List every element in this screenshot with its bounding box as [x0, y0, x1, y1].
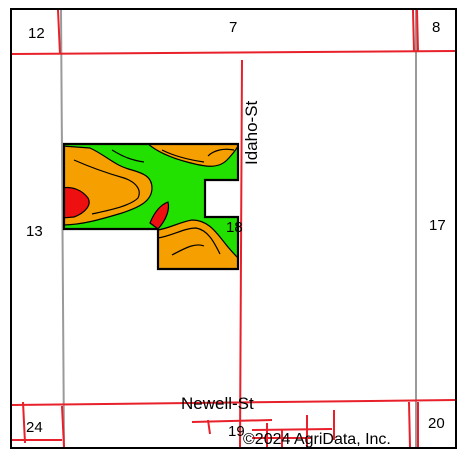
road-sw-a — [22, 401, 26, 444]
section-line-west — [60, 10, 65, 447]
road-s-left-tick — [207, 419, 211, 435]
field-boundary — [62, 142, 240, 271]
soil-zone-red-mid — [149, 201, 170, 230]
section-label-7: 7 — [229, 19, 237, 36]
soil-field — [62, 142, 240, 271]
section-label-18: 18 — [226, 219, 243, 236]
section-label-13: 13 — [26, 223, 43, 240]
section-label-8: 8 — [432, 19, 440, 36]
section-label-19: 19 — [228, 423, 245, 440]
section-label-20: 20 — [428, 415, 445, 432]
map-frame: 12 7 8 13 18 17 24 19 20 Idaho-St Newell… — [10, 8, 457, 449]
road-north — [12, 50, 455, 55]
street-label-idaho-st: Idaho-St — [242, 100, 261, 165]
road-se-a — [408, 401, 411, 447]
soil-contours — [73, 148, 235, 256]
section-label-24: 24 — [26, 419, 43, 436]
road-network — [12, 10, 455, 447]
road-idaho-st — [239, 59, 243, 447]
section-label-17: 17 — [429, 217, 446, 234]
road-s-spur-1 — [191, 419, 273, 423]
road-west-north — [57, 10, 61, 55]
soil-zone-orange-north — [145, 144, 238, 167]
copyright-text: ©2024 AgriData, Inc. — [243, 431, 391, 447]
soil-zone-red-west — [64, 186, 90, 219]
section-label-12: 12 — [28, 25, 45, 42]
road-sw-b — [61, 405, 65, 447]
street-label-newell-st: Newell-St — [181, 394, 254, 413]
map-canvas: 12 7 8 13 18 17 24 19 20 Idaho-St Newell… — [12, 10, 455, 447]
road-east-north-b — [416, 10, 419, 52]
road-newell-st — [12, 399, 455, 406]
road-east-north — [412, 10, 415, 52]
road-s-spur-2 — [251, 428, 333, 431]
